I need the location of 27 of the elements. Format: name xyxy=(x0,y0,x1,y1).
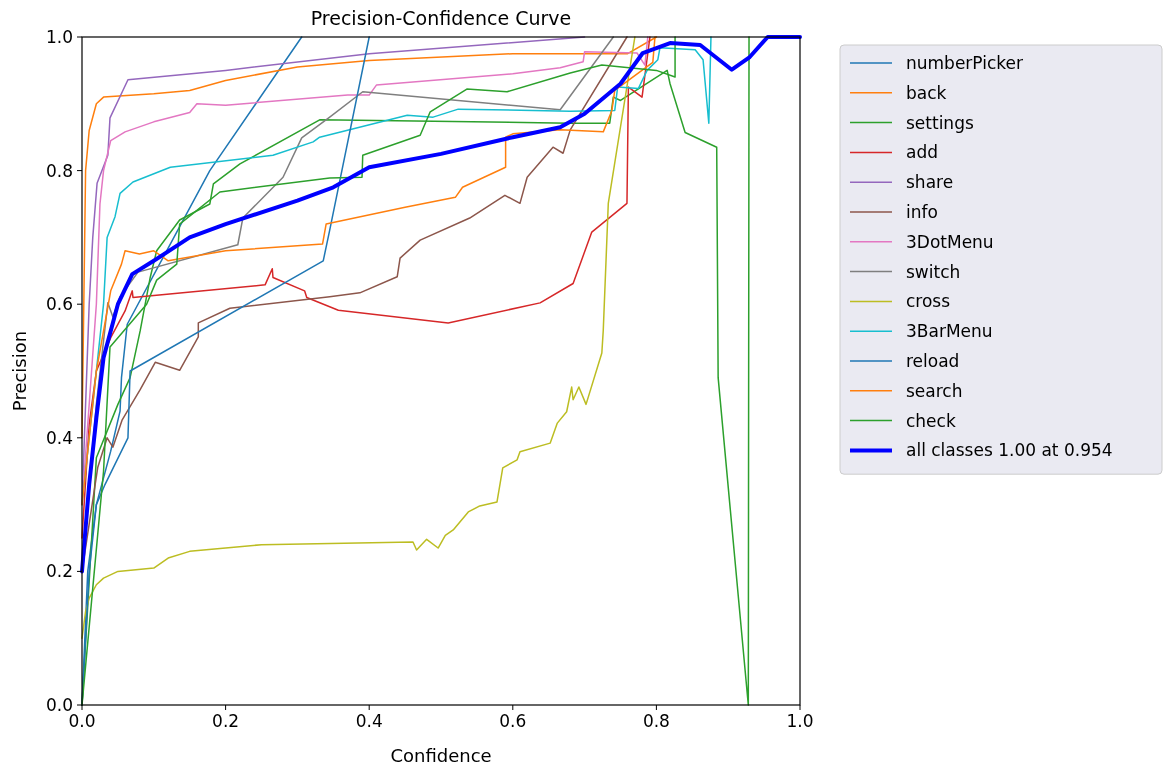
y-tick-label: 0.4 xyxy=(45,427,73,448)
legend-label: reload xyxy=(906,351,960,371)
legend-label: settings xyxy=(906,112,974,133)
legend-label: back xyxy=(906,82,947,103)
legend-label: info xyxy=(906,202,938,222)
legend-label: 3BarMenu xyxy=(906,321,993,342)
legend-label: search xyxy=(906,380,963,401)
legend-label: numberPicker xyxy=(906,53,1023,73)
y-tick-label: 0.2 xyxy=(45,561,73,582)
legend-label: check xyxy=(906,410,956,431)
x-tick-label: 0.8 xyxy=(642,711,670,731)
legend-label: 3DotMenu xyxy=(906,231,994,252)
x-tick-label: 0.4 xyxy=(355,711,383,731)
legend-label: cross xyxy=(906,291,951,312)
y-tick-label: 0.8 xyxy=(45,160,73,181)
y-tick-label: 1.0 xyxy=(45,27,73,47)
y-axis-title: Precision xyxy=(9,330,30,412)
x-tick-label: 0.6 xyxy=(499,711,527,731)
legend-label: switch xyxy=(906,261,961,282)
x-axis-title: Confidence xyxy=(390,745,492,766)
x-tick-label: 0.2 xyxy=(212,711,240,731)
x-tick-label: 1.0 xyxy=(786,711,814,731)
legend-label: add xyxy=(906,142,938,163)
chart-title: Precision-Confidence Curve xyxy=(310,7,572,29)
y-tick-label: 0.6 xyxy=(45,294,73,315)
legend-label: all classes 1.00 at 0.954 xyxy=(906,440,1113,461)
legend-label: share xyxy=(906,172,954,193)
